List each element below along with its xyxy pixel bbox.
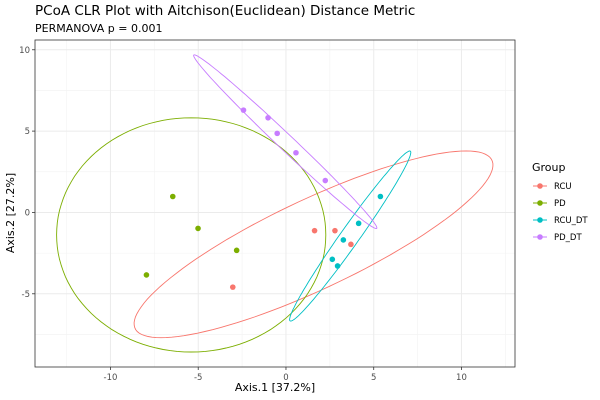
point-pd-dt (274, 130, 280, 137)
point-rcu-dt (340, 237, 347, 243)
point-pd (195, 225, 201, 232)
chart-subtitle: PERMANOVA p = 0.001 (35, 22, 163, 35)
point-rcu-dt (334, 263, 341, 269)
ellipse-pd-dt (193, 54, 378, 229)
point-rcu (229, 284, 236, 290)
point-rcu-dt (355, 220, 362, 227)
y-tick-label: 5 (25, 127, 30, 137)
y-tick-label: 0 (25, 208, 30, 218)
point-rcu-dt (329, 256, 336, 263)
point-pd (233, 247, 240, 254)
legend-label: RCU (554, 182, 572, 192)
y-axis-label: Axis.2 [27.2%] (4, 173, 17, 253)
legend-label: RCU_DT (554, 216, 588, 226)
x-tick-label: -5 (194, 373, 202, 383)
point-rcu (348, 241, 354, 248)
legend-key-point (537, 200, 543, 206)
legend: Group RCU PD RCU_DT PD_DT (532, 161, 588, 243)
x-tick-label: -10 (104, 373, 118, 383)
legend-key-point (537, 217, 543, 223)
point-pd-dt (265, 114, 271, 121)
point-pd (169, 193, 176, 200)
legend-title: Group (532, 161, 566, 174)
point-pd-dt (322, 177, 329, 184)
legend-label: PD (554, 199, 566, 209)
point-rcu-dt (377, 193, 384, 200)
point-pd-dt (240, 107, 247, 113)
ellipse-rcu-dt (289, 150, 412, 322)
point-pd-dt (293, 149, 299, 156)
x-tick-label: 10 (456, 373, 467, 383)
y-tick-label: -5 (22, 290, 30, 300)
ellipse-rcu (133, 150, 494, 339)
x-axis-label: Axis.1 [37.2%] (235, 381, 315, 394)
x-tick-label: 0 (283, 373, 288, 383)
chart-title: PCoA CLR Plot with Aitchison(Euclidean) … (35, 3, 416, 19)
point-rcu (311, 227, 318, 234)
point-rcu (332, 227, 338, 234)
panel-border (34, 39, 516, 368)
x-tick-label: 5 (371, 373, 376, 383)
legend-key-point (537, 183, 543, 189)
y-tick-label: 10 (19, 46, 30, 56)
point-pd (143, 272, 150, 278)
ellipse-pd (56, 117, 327, 353)
legend-label: PD_DT (554, 233, 582, 243)
legend-key-point (537, 234, 543, 240)
